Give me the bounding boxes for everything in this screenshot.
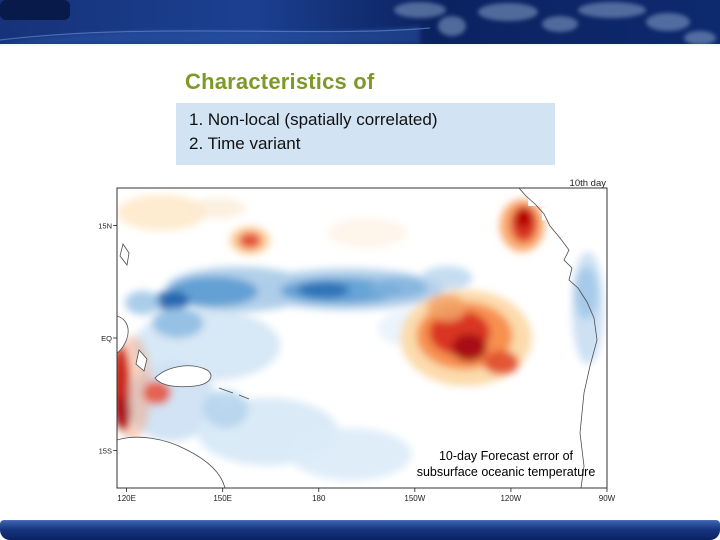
forecast-error-figure: 120E 150E 180 150W 120W 90W 15N EQ 15S 10th day … (96, 170, 630, 516)
heat-blob (451, 333, 487, 362)
heat-blob (152, 308, 204, 338)
x-tick-label: 150W (404, 494, 425, 503)
heat-blob (483, 350, 519, 375)
heat-blob (168, 276, 258, 307)
heat-blob (117, 194, 207, 231)
x-tick-label: 120E (117, 494, 136, 503)
coastline-path (218, 387, 250, 400)
banner-swoosh (0, 26, 420, 44)
heat-blob (426, 294, 467, 322)
y-tick-label: EQ (101, 334, 112, 343)
heat-blob (142, 380, 172, 405)
coastline-path (154, 365, 212, 388)
x-tick-label: 120W (500, 494, 521, 503)
bullet-item-1: 1. Non-local (spatially correlated) (189, 110, 438, 129)
y-tick-label: 15N (98, 222, 112, 231)
map-corner-label: 10th day (569, 178, 606, 189)
x-tick-label: 180 (312, 494, 326, 503)
heat-blob (238, 232, 262, 249)
bullet-item-2: 2. Time variant (189, 134, 301, 153)
heatmap-blobs (117, 194, 604, 481)
heat-blob (574, 266, 599, 320)
heat-blob (125, 290, 161, 315)
forecast-error-map: 120E 150E 180 150W 120W 90W 15N EQ 15S (98, 187, 616, 503)
heat-blob (515, 207, 532, 229)
caption-line-1: 10-day Forecast error of (438, 449, 574, 463)
coastline-path (518, 188, 598, 488)
heat-blob (370, 277, 428, 299)
heat-blob (117, 395, 131, 431)
bullet-box: 1. Non-local (spatially correlated) 2. T… (176, 103, 555, 165)
x-tick-label: 90W (599, 494, 616, 503)
coastlines (117, 188, 598, 488)
slide-title: Characteristics of (185, 69, 375, 94)
figure-caption: 10-day Forecast error of subsurface ocea… (410, 448, 602, 480)
heat-blob (203, 390, 249, 428)
heat-blob (289, 428, 412, 481)
heat-blob (297, 281, 350, 299)
y-tick-label: 15S (99, 447, 112, 456)
heat-blob (153, 290, 190, 311)
coastline-path (135, 349, 148, 372)
world-map-graphic (0, 0, 720, 46)
caption-line-2: subsurface oceanic temperature (416, 465, 596, 479)
banner-divider-line (0, 44, 720, 46)
coastline-path (117, 436, 226, 488)
coastline-path (119, 243, 130, 266)
footer-banner (0, 520, 720, 540)
header-banner (0, 0, 720, 46)
heat-blob (326, 218, 407, 248)
banner-swoosh-line (0, 27, 431, 41)
banner-corner-tab (0, 0, 70, 20)
x-tick-label: 150E (213, 494, 232, 503)
data-gap (528, 194, 549, 206)
heat-blob (421, 266, 473, 290)
heat-blob (185, 198, 247, 219)
world-map-continents (394, 2, 716, 45)
coastline-path (117, 315, 129, 354)
